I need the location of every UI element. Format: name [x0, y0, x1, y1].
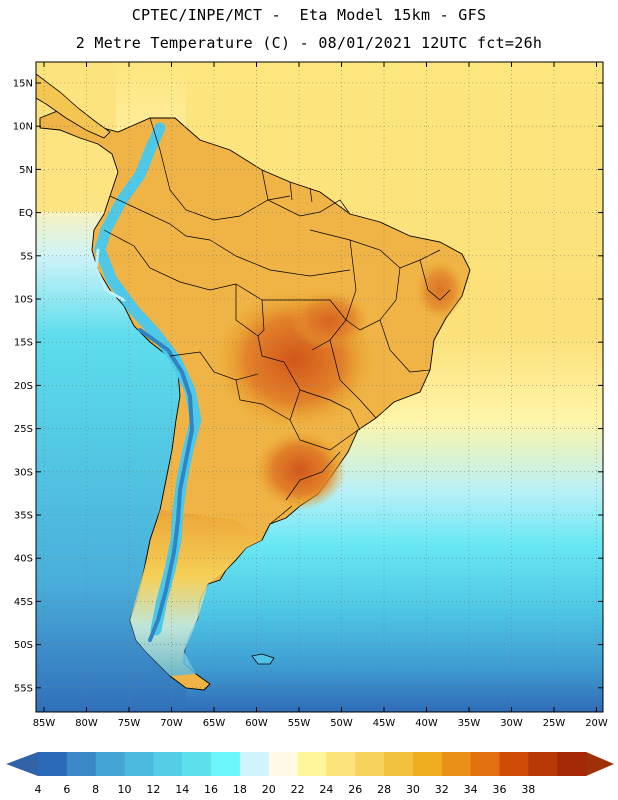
- colorbar-swatch: [268, 752, 299, 776]
- lat-label: 40S: [14, 554, 33, 565]
- lon-label: 25W: [543, 718, 566, 729]
- colorbar-label: 22: [291, 783, 305, 796]
- colorbar-low-arrow: [6, 752, 38, 776]
- lon-label: 35W: [458, 718, 481, 729]
- lon-label: 45W: [373, 718, 396, 729]
- colorbar-label: 24: [319, 783, 333, 796]
- map-title: CPTEC/INPE/MCT - Eta Model 15km - GFS: [131, 6, 487, 24]
- map-subtitle: 2 Metre Temperature (C) - 08/01/2021 12U…: [75, 34, 543, 52]
- temperature-map: 15N 10N 5N EQ 5S 10S 15S 20S 25S 30S 35S 40S 45S 50S 5…: [13, 61, 608, 729]
- colorbar-swatch: [384, 752, 414, 776]
- lon-label: 80W: [75, 718, 98, 729]
- colorbar-label: 36: [492, 783, 506, 796]
- map-frame: [35, 61, 604, 713]
- lat-label: 5N: [19, 165, 33, 176]
- colorbar-swatch: [557, 752, 587, 776]
- colorbar-swatch: [211, 752, 241, 776]
- colorbar-swatch: [412, 752, 443, 776]
- colorbar-swatch: [528, 752, 558, 776]
- colorbar-swatch: [355, 752, 385, 776]
- lat-label: 20S: [14, 381, 33, 392]
- lon-label: 65W: [203, 718, 226, 729]
- colorbar-high-arrow: [586, 752, 614, 776]
- colorbar-label: 38: [521, 783, 535, 796]
- lon-label: 50W: [330, 718, 353, 729]
- colorbar-label: 32: [435, 783, 449, 796]
- graticule: [36, 62, 603, 712]
- colorbar-label: 26: [348, 783, 362, 796]
- lon-label: 85W: [33, 718, 56, 729]
- colorbar-label: 8: [92, 783, 99, 796]
- colorbar-swatch: [326, 752, 356, 776]
- colorbar-label: 12: [146, 783, 160, 796]
- colorbar-swatch: [66, 752, 97, 776]
- lon-label: 20W: [585, 718, 608, 729]
- longitude-labels: 85W 80W 75W 70W 65W 60W 55W 50W 45W 40W 35W 30W 25W 2…: [33, 718, 608, 729]
- lon-label: 75W: [118, 718, 141, 729]
- lat-label: 10S: [14, 295, 33, 306]
- latitude-labels: 15N 10N 5N EQ 5S 10S 15S 20S 25S 30S 35S 40S 45S 50S 5…: [13, 79, 33, 695]
- lat-label: 55S: [14, 683, 33, 694]
- colorbar-swatch: [153, 752, 183, 776]
- lon-label: 70W: [160, 718, 183, 729]
- colorbar-swatch: [38, 752, 68, 776]
- colorbar-label: 34: [464, 783, 478, 796]
- colorbar-label: 14: [175, 783, 189, 796]
- colorbar: 4 6 8 10 12 14 16 18 20 22 24 26 28 30 32 34 36 38: [6, 752, 614, 796]
- lon-label: 55W: [288, 718, 311, 729]
- colorbar-label: 18: [233, 783, 247, 796]
- colorbar-swatch: [297, 752, 327, 776]
- lat-label: 15N: [13, 79, 33, 90]
- lat-label: 50S: [14, 640, 33, 651]
- colorbar-label: 30: [406, 783, 420, 796]
- lat-label: 35S: [14, 511, 33, 522]
- colorbar-label: 20: [262, 783, 276, 796]
- colorbar-swatch: [95, 752, 126, 776]
- colorbar-swatch: [124, 752, 154, 776]
- lat-label: 5S: [20, 251, 33, 262]
- colorbar-swatch: [499, 752, 529, 776]
- colorbar-swatch: [182, 752, 212, 776]
- lat-label: 30S: [14, 467, 33, 478]
- colorbar-label: 4: [35, 783, 42, 796]
- lat-label: 25S: [14, 424, 33, 435]
- lat-label: 45S: [14, 597, 33, 608]
- lat-label: 10N: [13, 122, 33, 133]
- colorbar-swatch: [441, 752, 472, 776]
- lon-label: 40W: [415, 718, 438, 729]
- lon-label: 60W: [245, 718, 268, 729]
- lat-label: 15S: [14, 338, 33, 349]
- colorbar-swatch: [470, 752, 500, 776]
- colorbar-label: 6: [63, 783, 70, 796]
- lat-label: EQ: [19, 208, 33, 219]
- colorbar-label: 10: [118, 783, 132, 796]
- lon-label: 30W: [500, 718, 523, 729]
- colorbar-label: 16: [204, 783, 218, 796]
- colorbar-label: 28: [377, 783, 391, 796]
- colorbar-swatch: [239, 752, 270, 776]
